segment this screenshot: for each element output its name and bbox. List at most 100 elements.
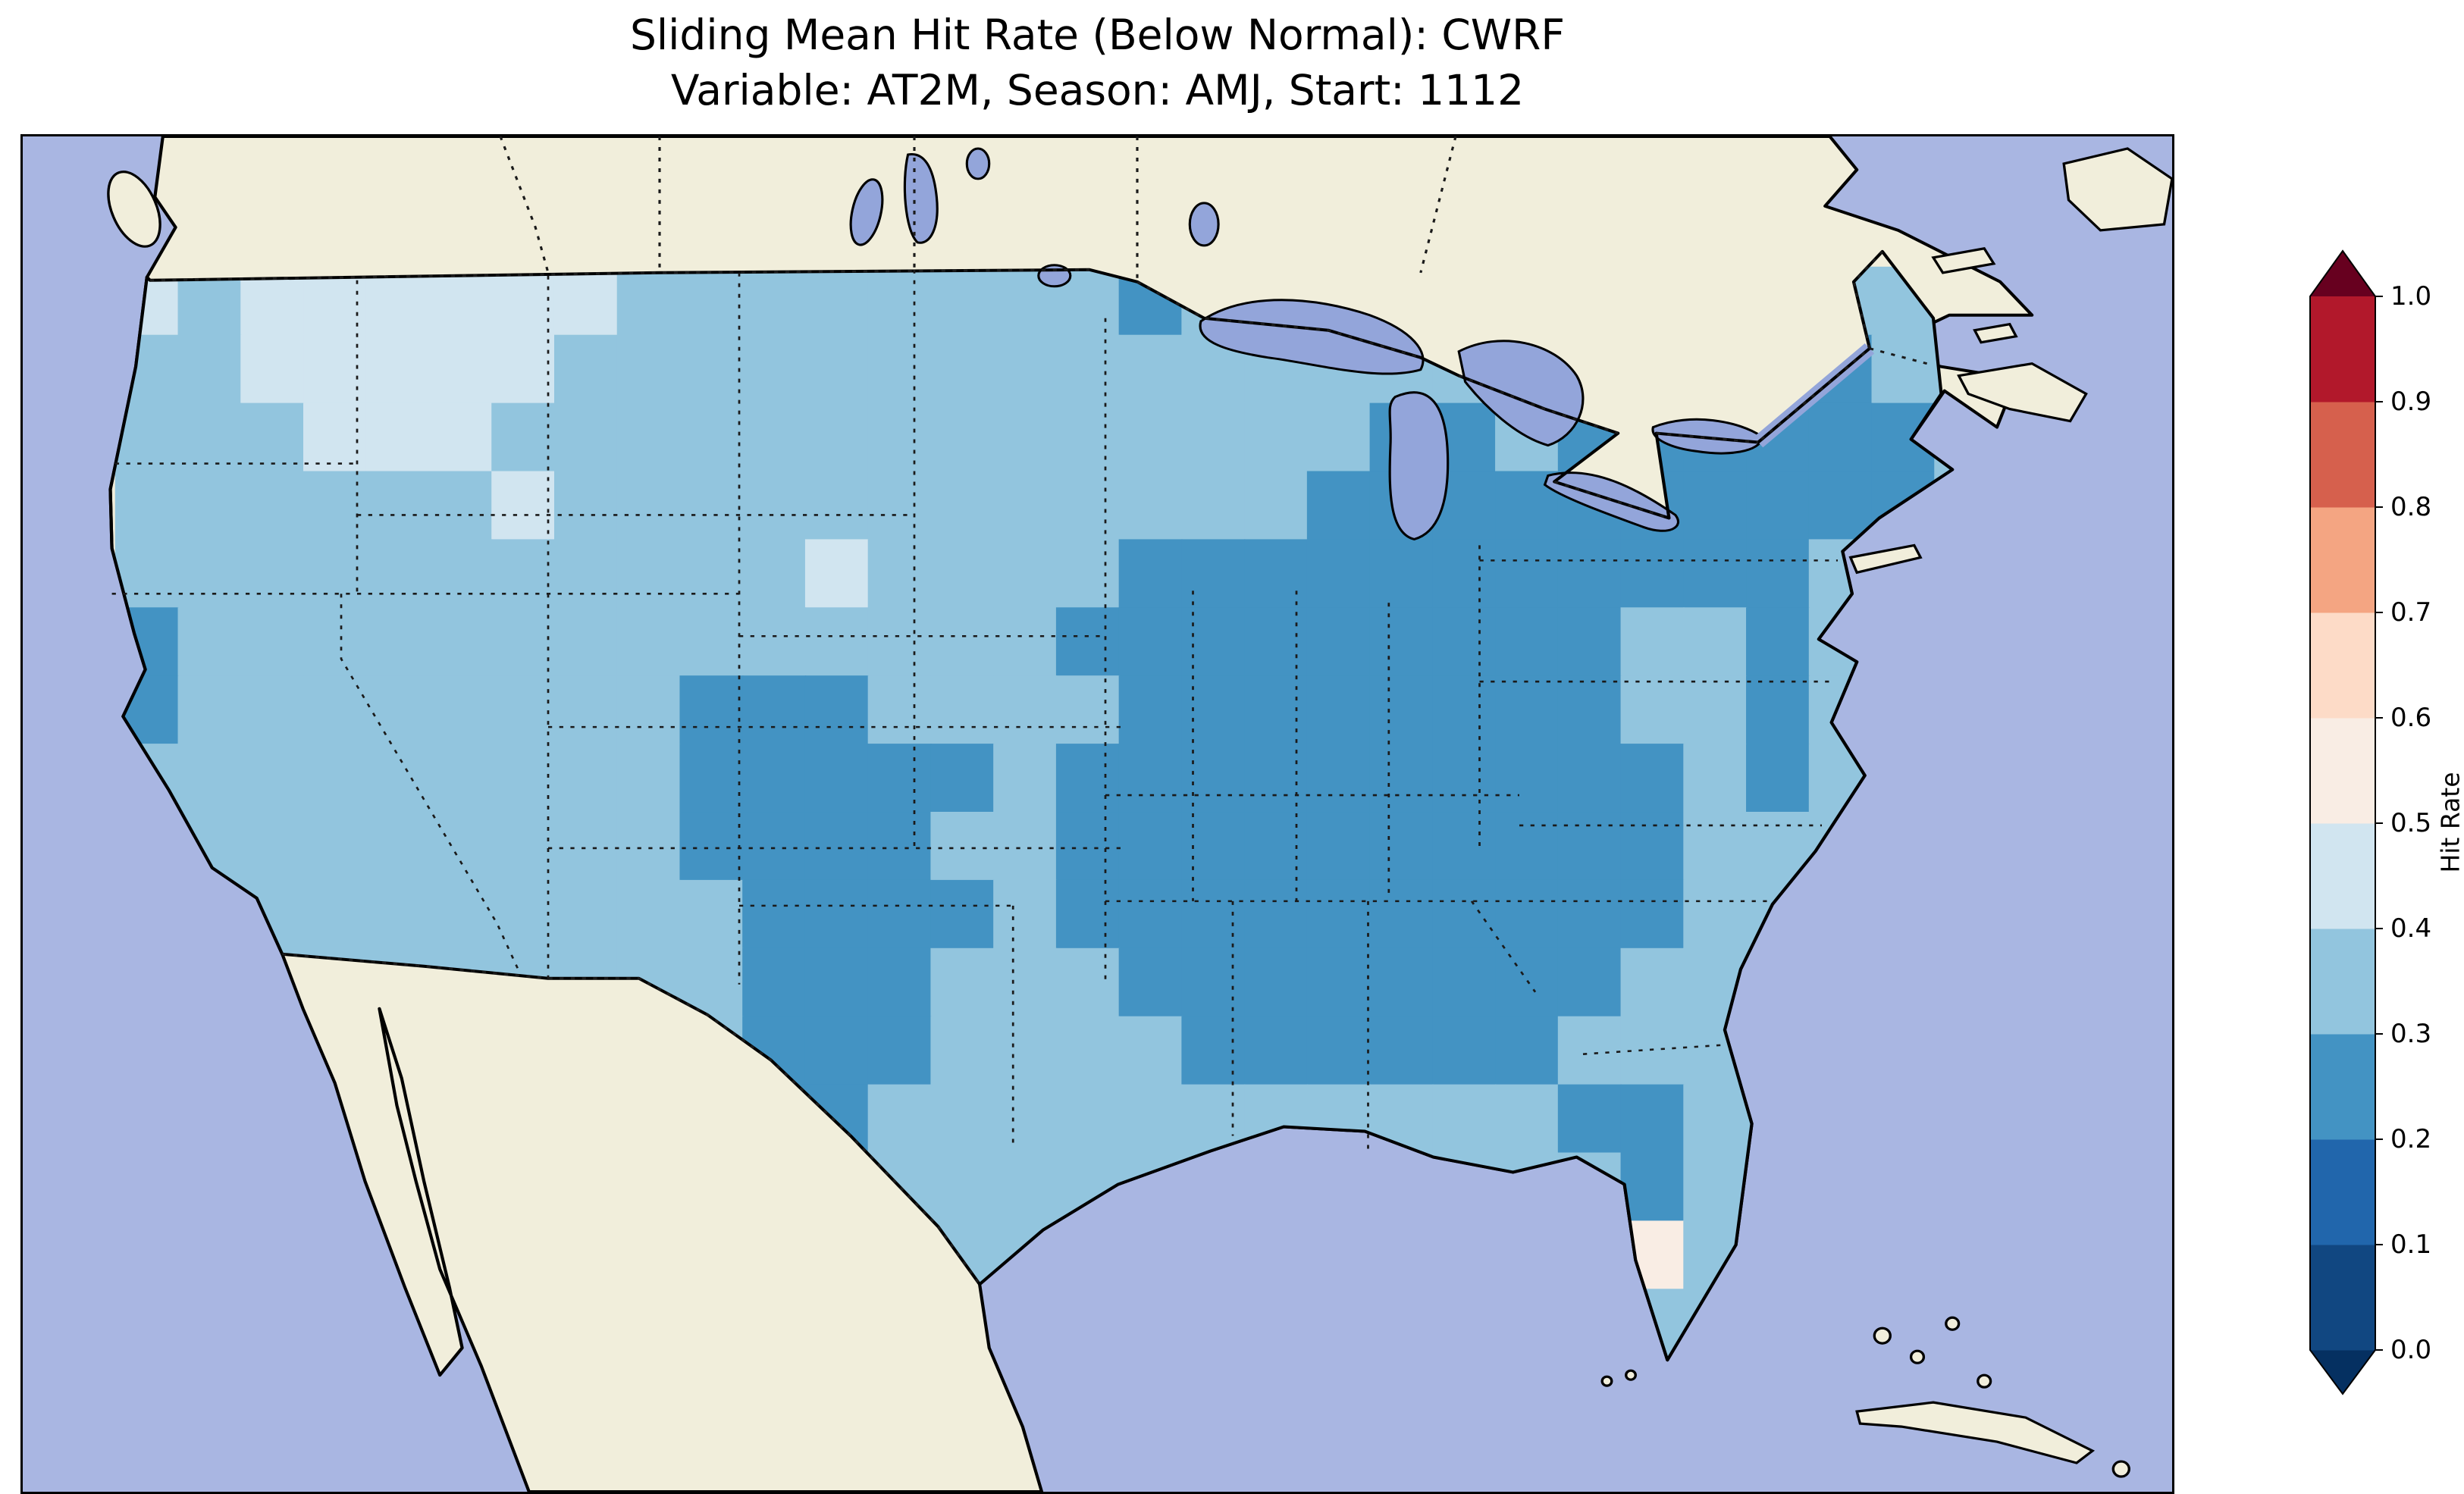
grid-cell (177, 539, 242, 609)
colorbar-bin (2310, 929, 2375, 1035)
grid-cell (1432, 812, 1497, 882)
colorbar-tick-label: 0.2 (2390, 1124, 2431, 1154)
grid-cell (1055, 334, 1120, 404)
grid-cell (365, 675, 430, 745)
grid-cell (867, 744, 932, 813)
grid-cell (114, 471, 179, 540)
grid-cell (1620, 812, 1685, 882)
grid-cell (1369, 607, 1434, 677)
grid-cell (867, 947, 932, 1017)
lake-huron (1457, 340, 1585, 447)
grid-cell (1620, 744, 1685, 813)
grid-cell (993, 879, 1058, 950)
grid-cell (1683, 879, 1748, 950)
grid-cell (1181, 471, 1246, 540)
grid-cell (679, 539, 744, 609)
grid-cell (428, 675, 493, 745)
grid-cell (742, 402, 807, 472)
grid-cell (1683, 812, 1748, 882)
grid-cell (1055, 744, 1120, 813)
grid-cell (993, 539, 1058, 609)
grid-cell (1306, 539, 1371, 609)
grid-cell (240, 471, 305, 540)
grid-cell (804, 266, 869, 336)
lake-winnipeg (903, 152, 939, 244)
grid-cell (930, 812, 995, 882)
grid-cell (930, 1152, 995, 1222)
grid-cell (1181, 675, 1246, 745)
colorbar-bin (2310, 612, 2375, 719)
grid-cell (1181, 947, 1246, 1017)
grid-cell (679, 471, 744, 540)
grid-cell (930, 947, 995, 1017)
grid-cell (867, 1016, 932, 1085)
grid-cell (867, 402, 932, 472)
grid-cell (1495, 947, 1560, 1017)
grid-cell (1369, 675, 1434, 745)
grid-cell (804, 947, 869, 1017)
caribbean-island (2111, 1460, 2130, 1478)
grid-cell (1369, 947, 1434, 1017)
grid-cell (428, 266, 493, 336)
grid-cell (1432, 879, 1497, 950)
grid-cell (742, 879, 807, 950)
grid-cell (1495, 607, 1560, 677)
vancouver-island (107, 171, 161, 248)
grid-cell (553, 607, 618, 677)
grid-cell (428, 812, 493, 882)
grid-cell (1432, 675, 1497, 745)
grid-cell (1557, 1016, 1622, 1085)
grid-cell (491, 266, 556, 336)
grid-cell (240, 675, 305, 745)
colorbar-svg: 0.0 0.1 0.2 0.3 0.4 0.5 0.6 0.7 0.8 0.9 1.0 (2309, 249, 2431, 1395)
grid-cell (1244, 607, 1309, 677)
grid-cell (1620, 1084, 1685, 1154)
grid-cell (1306, 812, 1371, 882)
grid-cell (804, 744, 869, 813)
grid-cell (1369, 879, 1434, 950)
grid-cell (867, 266, 932, 336)
grid-cell (1746, 675, 1810, 745)
grid-cell (553, 266, 618, 336)
grid-cell (993, 402, 1058, 472)
grid-cell (616, 812, 681, 882)
grid-cell (428, 607, 493, 677)
grid-cell (1746, 539, 1810, 609)
grid-cell (177, 334, 242, 404)
bahamas-island (1909, 1349, 1926, 1364)
grid-cell (1118, 675, 1183, 745)
grid-cell (867, 539, 932, 609)
grid-cell (365, 402, 430, 472)
grid-cell (1871, 334, 1936, 404)
grid-cell (993, 947, 1058, 1017)
colorbar-tick-label: 0.8 (2390, 492, 2431, 522)
grid-cell (679, 607, 744, 677)
bahamas-island (1977, 1373, 1992, 1389)
grid-cell (365, 812, 430, 882)
colorbar-bin (2310, 507, 2375, 613)
grid-cell (867, 334, 932, 404)
grid-cell (177, 744, 242, 813)
grid-cell (1244, 539, 1309, 609)
state-borders (111, 269, 1838, 1154)
grid-cell (616, 607, 681, 677)
chart-subtitle: Variable: AT2M, Season: AMJ, Start: 1112 (670, 65, 1525, 114)
grid-cell (1055, 947, 1120, 1017)
grid-cell (491, 879, 556, 950)
grid-cell (679, 266, 744, 336)
grid-cell (804, 607, 869, 677)
grid-cell (867, 471, 932, 540)
grid-cell (1432, 1016, 1497, 1085)
grid-cell (742, 947, 807, 1017)
lake-superior (1199, 299, 1425, 375)
colorbar-tick-label: 0.6 (2390, 703, 2431, 733)
grid-cell (1244, 402, 1309, 472)
grid-cell (491, 539, 556, 609)
lakes (849, 147, 1763, 540)
lake-nipigon (1188, 202, 1220, 247)
grid-cell (365, 471, 430, 540)
grid-cell (616, 471, 681, 540)
grid-cell (1683, 539, 1748, 609)
grid-cell (679, 744, 744, 813)
grid-cell (867, 812, 932, 882)
